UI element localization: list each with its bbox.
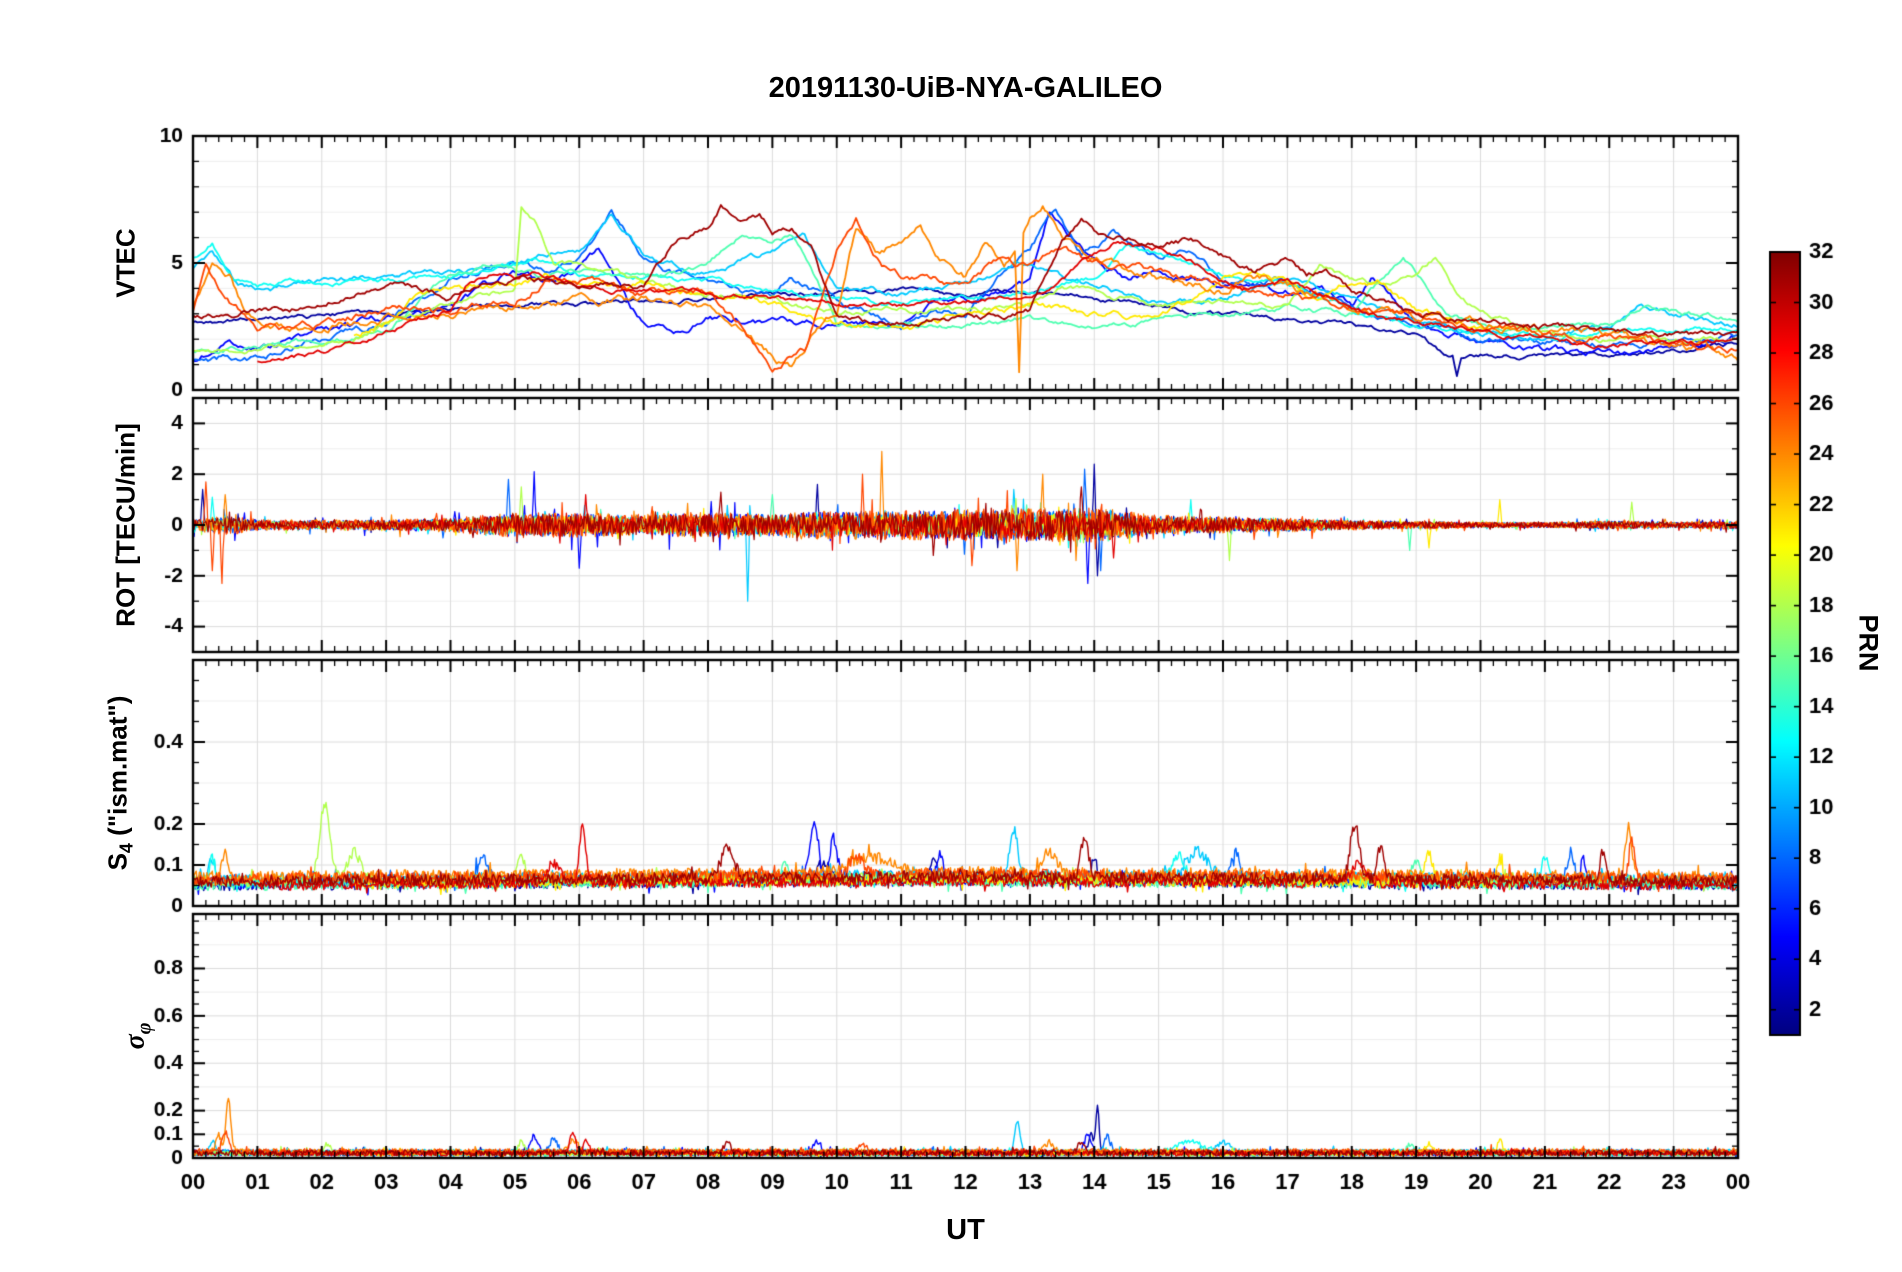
- vtec-axis-label: VTEC: [110, 228, 141, 298]
- x-axis-label: UT: [946, 1214, 985, 1246]
- s4-label-rest: ("ism.mat"): [102, 695, 133, 844]
- s4-label-sub: 4: [116, 843, 137, 854]
- sigma-label-main: σ: [119, 1034, 151, 1050]
- s4-label-main: S: [102, 853, 133, 871]
- colorbar-label: PRN: [1853, 614, 1884, 672]
- rot-axis-label: ROT [TECU/min]: [110, 423, 141, 627]
- s4-axis-label: S4 ("ism.mat"): [102, 696, 137, 871]
- chart-title: 20191130-UiB-NYA-GALILEO: [768, 72, 1163, 104]
- sigma-label-sub: φ: [133, 1022, 156, 1035]
- sigma-phi-axis-label: σφ: [120, 1023, 157, 1050]
